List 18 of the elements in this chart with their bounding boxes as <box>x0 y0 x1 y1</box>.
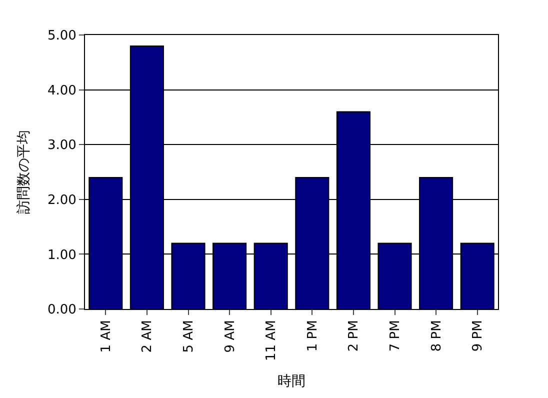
y-axis-title: 訪問数の平均 <box>16 130 32 214</box>
x-tick-label: 1 PM <box>305 320 320 352</box>
x-tick-label: 1 AM <box>98 320 114 353</box>
x-axis-title: 時間 <box>278 373 306 390</box>
y-tick-label: 3.00 <box>47 138 76 154</box>
x-tick-label: 2 AM <box>140 320 156 353</box>
x-tick-label: 11 AM <box>264 320 280 361</box>
x-tick-label: 5 AM <box>181 320 196 353</box>
x-tick-label: 8 PM <box>429 320 444 352</box>
x-tick-label: 9 AM <box>222 320 238 353</box>
x-tick-label: 7 PM <box>388 320 403 352</box>
x-tick-label: 2 PM <box>346 320 362 352</box>
y-tick-label: 5.00 <box>47 28 76 44</box>
y-tick-label: 4.00 <box>47 83 76 98</box>
x-tick-label: 9 PM <box>470 320 486 352</box>
y-tick-label: 2.00 <box>47 192 76 208</box>
y-tick-label: 1.00 <box>47 248 76 263</box>
y-tick-label: 0.00 <box>47 302 76 318</box>
